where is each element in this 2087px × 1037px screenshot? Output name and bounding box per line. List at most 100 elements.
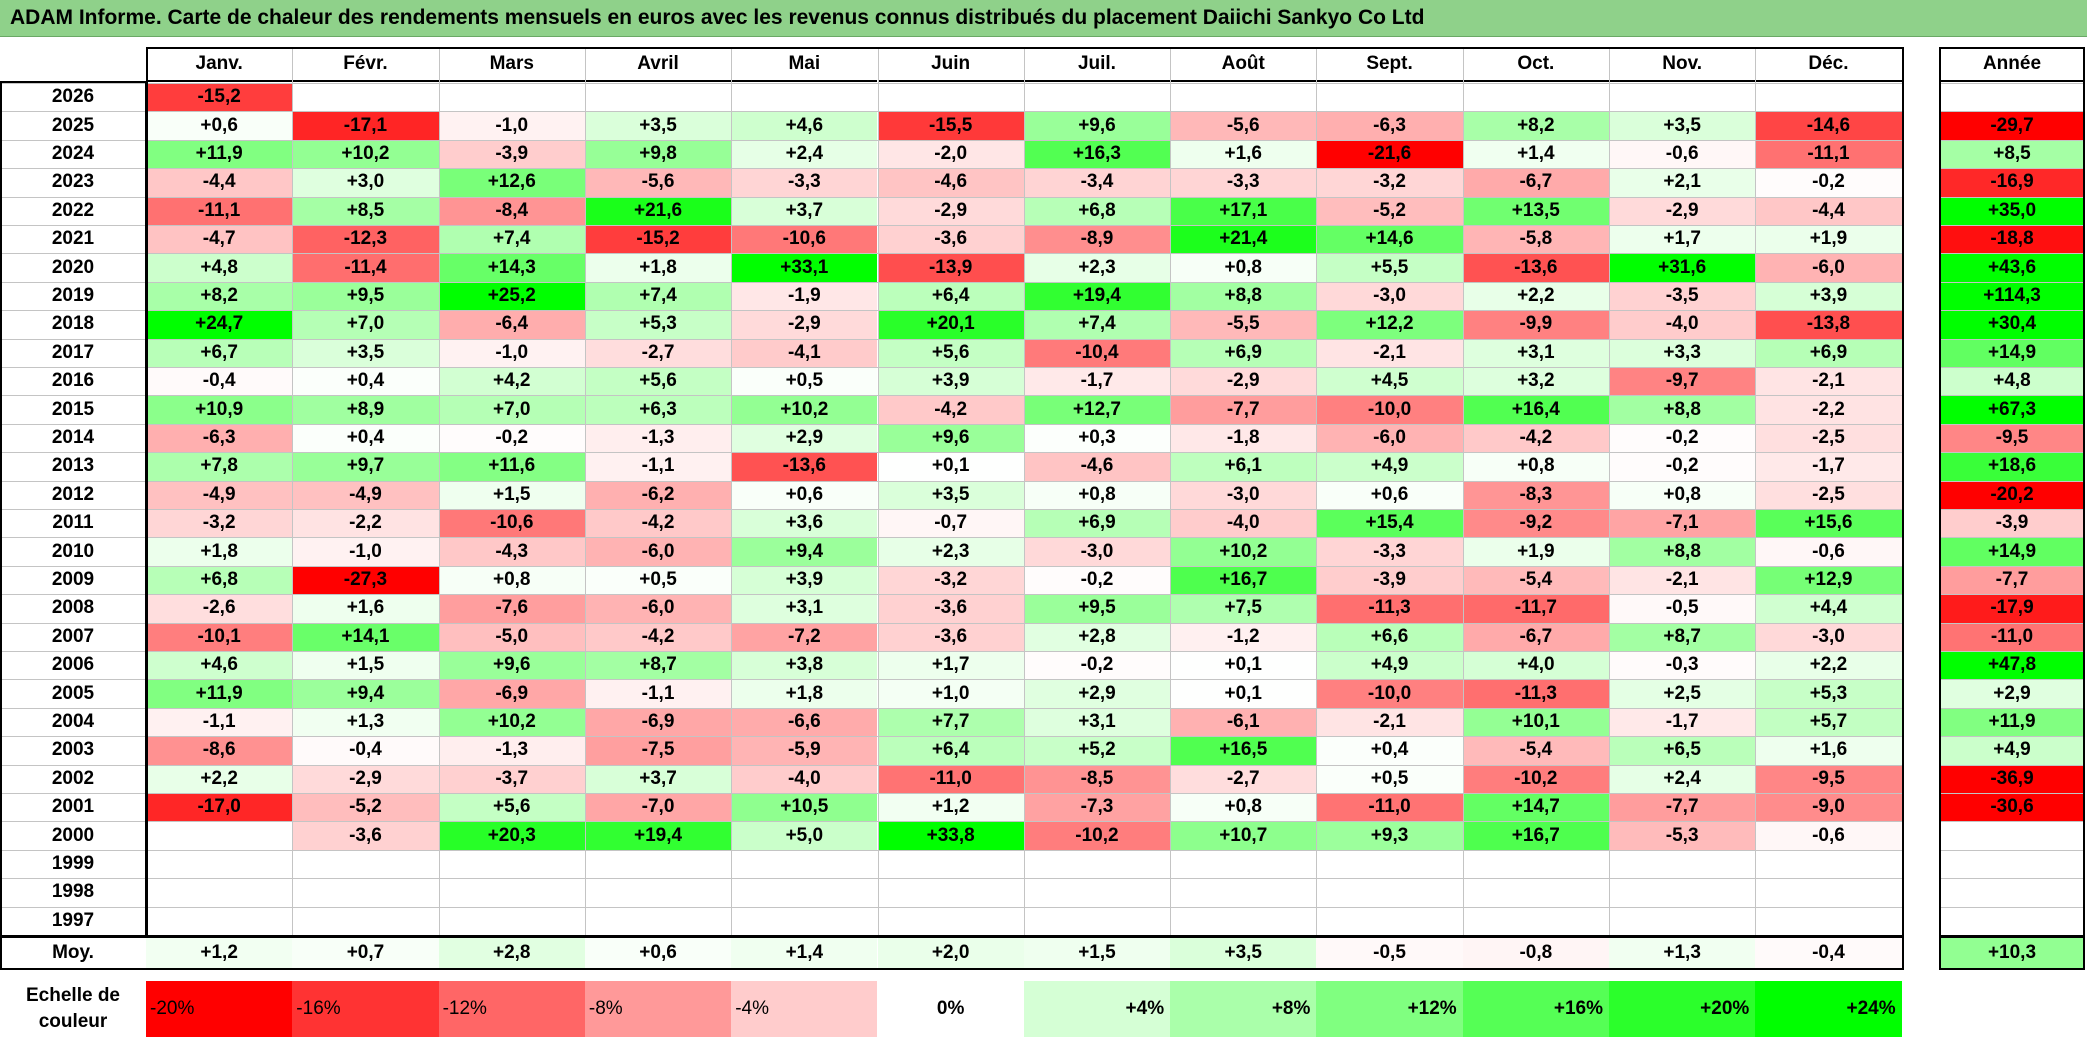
heatmap-cell: -5,9 (731, 736, 878, 765)
grid-line (0, 935, 146, 936)
heatmap-cell: +6,4 (877, 736, 1024, 765)
heatmap-cell: -3,4 (1023, 168, 1171, 197)
heatmap-cell: +3,9 (877, 367, 1024, 396)
month-header: Avril (584, 47, 732, 82)
heatmap-cell: +25,2 (438, 281, 585, 311)
heatmap-cell: -10,6 (438, 509, 585, 538)
year-label: 2019 (0, 281, 146, 311)
heatmap-cell: +20,3 (438, 821, 585, 850)
heatmap-cell: +4,4 (1755, 594, 1902, 623)
month-header: Févr. (292, 47, 439, 82)
grid-line (1939, 367, 2085, 368)
annual-cell: -29,7 (1939, 111, 2085, 140)
annual-cell: +18,6 (1939, 452, 2085, 481)
heatmap-cell (1755, 906, 1902, 935)
heatmap-cell: +6,5 (1609, 736, 1756, 765)
grid-line (1939, 594, 2085, 595)
heatmap-cell: -13,8 (1755, 310, 1902, 339)
grid-line (0, 736, 146, 737)
heatmap-cell: -2,2 (292, 509, 439, 538)
grid-line (0, 821, 146, 822)
month-header: Janv. (146, 47, 293, 82)
heatmap-cell: +3,1 (1462, 338, 1609, 367)
heatmap-cell: +6,7 (146, 338, 293, 367)
grid-line (439, 47, 440, 935)
grid-line (1755, 47, 1756, 935)
heatmap-cell: +9,5 (292, 281, 439, 311)
grid-line (1939, 708, 2085, 709)
heatmap-cell (1755, 849, 1902, 879)
average-cell: +1,5 (1023, 938, 1171, 968)
heatmap-cell: -4,0 (1170, 509, 1317, 538)
heatmap-cell: +1,6 (1170, 139, 1317, 169)
heatmap-cell: +16,7 (1170, 565, 1317, 595)
heatmap-cell: -0,5 (1609, 594, 1756, 623)
heatmap-cell: -9,2 (1462, 509, 1609, 538)
month-header: Juil. (1023, 47, 1171, 82)
year-label: 2024 (0, 139, 146, 169)
heatmap-cell: -10,0 (1316, 679, 1463, 708)
heatmap-cell: +7,4 (1023, 310, 1171, 339)
heatmap-cell: +21,6 (584, 196, 732, 225)
grid-line (146, 651, 1902, 652)
annual-cell: -3,9 (1939, 509, 2085, 538)
heatmap-cell: -7,2 (731, 622, 878, 651)
heatmap-cell: -4,2 (1462, 423, 1609, 453)
heatmap-cell: -3,0 (1023, 537, 1171, 566)
heatmap-cell: +6,8 (1023, 196, 1171, 225)
annual-cell (1939, 821, 2085, 850)
heatmap-cell: -4,2 (584, 622, 732, 651)
grid-line (0, 395, 146, 396)
heatmap-cell: -1,1 (584, 452, 732, 481)
heatmap-cell: -7,1 (1609, 509, 1756, 538)
average-cell: -0,8 (1462, 938, 1609, 968)
heatmap-cell: +2,2 (146, 764, 293, 793)
heatmap-cell: +8,7 (1609, 622, 1756, 651)
heatmap-cell: +1,7 (877, 651, 1024, 680)
heatmap-cell: +1,8 (584, 253, 732, 282)
year-label: 2011 (0, 509, 146, 538)
heatmap-cell: -15,2 (584, 225, 732, 254)
month-header: Oct. (1462, 47, 1609, 82)
grid-line (146, 111, 1902, 112)
heatmap-cell: +3,5 (1609, 111, 1756, 140)
heatmap-cell: +12,6 (438, 168, 585, 197)
heatmap-cell: -7,3 (1023, 793, 1171, 822)
grid-line (292, 47, 293, 935)
heatmap-cell: -6,2 (584, 480, 732, 509)
heatmap-cell: +5,3 (584, 310, 732, 339)
heatmap-cell (1462, 878, 1609, 907)
heatmap-cell: +1,7 (1609, 225, 1756, 254)
grid-line (1463, 47, 1464, 935)
heatmap-cell (1170, 83, 1317, 112)
heatmap-cell: -4,0 (1609, 310, 1756, 339)
heatmap-cell: -3,3 (1170, 168, 1317, 197)
heatmap-cell: +1,8 (146, 537, 293, 566)
heatmap-cell: -3,6 (877, 622, 1024, 651)
heatmap-cell: -8,4 (438, 196, 585, 225)
heatmap-cell: -6,3 (1316, 111, 1463, 140)
heatmap-cell: -8,3 (1462, 480, 1609, 509)
heatmap-cell: -7,6 (438, 594, 585, 623)
heatmap-cell: +0,8 (1170, 793, 1317, 822)
heatmap-cell (1462, 849, 1609, 879)
heatmap-cell: +6,1 (1170, 452, 1317, 481)
heatmap-cell: -7,5 (584, 736, 732, 765)
heatmap-cell: +0,1 (1170, 651, 1317, 680)
annual-cell: +114,3 (1939, 281, 2085, 311)
heatmap-cell: -10,2 (1023, 821, 1171, 850)
annual-cell: +2,9 (1939, 679, 2085, 708)
heatmap-cell: +2,4 (731, 139, 878, 169)
heatmap-cell: +4,6 (731, 111, 878, 140)
heatmap-cell: +8,8 (1609, 537, 1756, 566)
heatmap-cell: -3,5 (1609, 281, 1756, 311)
grid-line (1939, 907, 2085, 908)
heatmap-cell: -5,4 (1462, 736, 1609, 765)
grid-line (1939, 850, 2085, 851)
heatmap-cell: +3,1 (1023, 707, 1171, 737)
heatmap-cell: +6,8 (146, 565, 293, 595)
annual-cell: +4,8 (1939, 367, 2085, 396)
heatmap-cell: +16,5 (1170, 736, 1317, 765)
heatmap-cell: -7,7 (1170, 395, 1317, 424)
heatmap-cell: +11,9 (146, 139, 293, 169)
